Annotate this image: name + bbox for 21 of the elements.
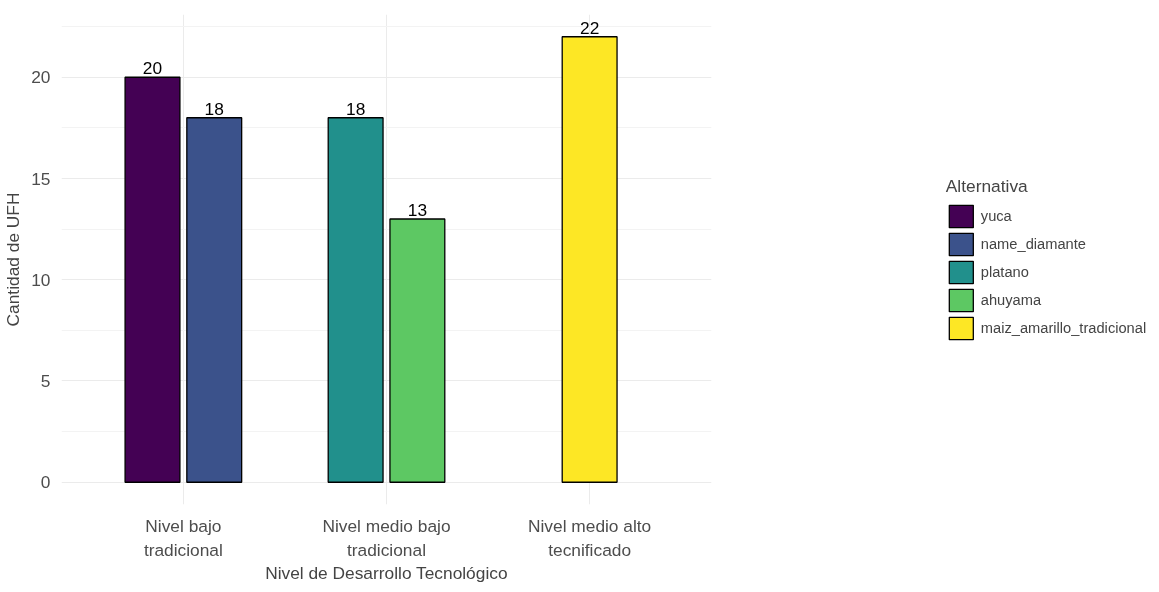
x-tick-label: Nivel bajo tradicional [143, 515, 223, 560]
y-axis-title: Cantidad de UFH [3, 192, 24, 327]
x-tick-label: Nivel medio alto tecnificado [527, 515, 652, 560]
y-tick-label: 5 [40, 370, 51, 391]
legend-label: name_diamante [980, 236, 1086, 252]
y-tick-label: 0 [40, 472, 51, 493]
data-label: 20 [142, 58, 163, 79]
data-label: 22 [579, 17, 600, 38]
data-label: 13 [407, 200, 428, 220]
legend-label: platano [980, 264, 1029, 280]
y-tick-label: 10 [31, 269, 51, 290]
y-tick-label: 15 [31, 168, 51, 189]
legend-title: Alternativa [945, 176, 1029, 197]
data-label: 18 [345, 98, 366, 119]
legend-label: maiz_amarillo_tradicional [980, 320, 1147, 336]
data-label: 18 [204, 98, 224, 119]
legend-label: ahuyama [980, 292, 1042, 308]
y-tick-label: 20 [31, 67, 51, 88]
x-tick-label: Nivel medio bajo tradicional [322, 515, 451, 560]
legend-label: yuca [980, 208, 1012, 224]
x-axis-title: Nivel de Desarrollo Tecnológico [265, 562, 508, 583]
